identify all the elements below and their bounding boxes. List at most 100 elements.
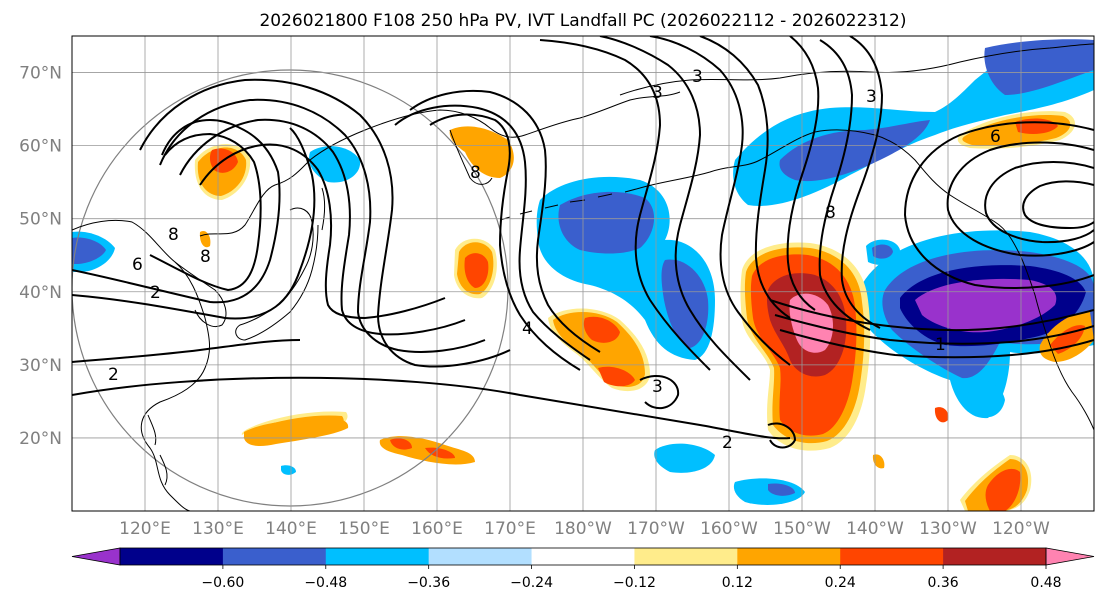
latitude-label: 40°N	[19, 283, 62, 303]
pv-contour	[199, 143, 446, 320]
shade-region	[449, 126, 514, 178]
map-panel: 2 6 8 2 8 8 4 3 3 6 1 8 2 3 3 20°N 30°N 40…	[19, 35, 1095, 539]
pv-contour	[840, 36, 884, 329]
pv-contour	[429, 113, 581, 371]
pv-contour	[786, 36, 820, 311]
colorbar-tick-label: 0.36	[928, 575, 959, 591]
shade-region	[661, 259, 709, 348]
pv-contour-label: 1	[935, 335, 946, 355]
longitude-label: 130°E	[192, 519, 244, 539]
pv-contour	[394, 104, 591, 361]
shade-region	[872, 454, 885, 469]
shade-region	[390, 438, 412, 450]
map-frame	[71, 35, 1095, 512]
latitude-label: 70°N	[19, 64, 62, 84]
longitude-label: 150°E	[338, 519, 390, 539]
shade-region	[244, 418, 349, 446]
pv-contour	[779, 329, 1094, 359]
shade-region	[553, 311, 645, 387]
pv-contour	[72, 127, 316, 320]
shade-region	[72, 237, 106, 264]
pv-contour-label: 8	[200, 247, 211, 267]
pv-contour	[72, 376, 791, 440]
shade-region	[872, 244, 893, 259]
colorbar-segment	[737, 548, 841, 565]
longitude-label: 140°W	[846, 519, 904, 539]
colorbar-tick-label: −0.48	[304, 575, 347, 591]
pv-contour	[769, 299, 1094, 332]
colorbar-segment	[120, 548, 224, 565]
shade-region	[558, 191, 655, 254]
shade-region	[464, 253, 489, 288]
longitude-label: 160°E	[411, 519, 463, 539]
coastline-canada-north	[619, 43, 1094, 96]
coastlines	[72, 43, 1094, 511]
pv-contour-label: 8	[470, 163, 481, 183]
longitude-label: 120°E	[119, 519, 171, 539]
pv-contour	[539, 39, 711, 371]
pv-contour-label: 4	[522, 319, 533, 339]
pv-contour-label: 8	[825, 203, 836, 223]
anomaly-shading	[72, 39, 1094, 511]
colorbar-segment	[325, 548, 430, 565]
shade-region	[984, 39, 1094, 95]
colorbar-tick-label: −0.12	[613, 575, 656, 591]
pv-contour	[639, 375, 680, 410]
longitude-label: 130°W	[919, 519, 977, 539]
pv-contour	[767, 422, 797, 449]
latitude-labels: 20°N 30°N 40°N 50°N 60°N 70°N	[19, 64, 62, 449]
pv-contour-label: 2	[150, 283, 161, 303]
colorbar-frame	[119, 547, 1047, 566]
longitude-labels: 120°E 130°E 140°E 150°E 160°E 170°E 180°W 170°W…	[119, 519, 1050, 539]
longitude-label: 140°E	[265, 519, 317, 539]
pv-contour	[984, 161, 1094, 244]
coastline-russia	[199, 91, 681, 237]
pv-contour-label: 3	[866, 87, 877, 107]
pv-contour-label: 6	[132, 255, 143, 275]
pv-contour-label: 3	[692, 67, 703, 87]
pv-contour	[149, 132, 262, 292]
pv-contours	[72, 36, 1094, 449]
colorbar-segment	[222, 548, 327, 565]
pv-contour	[818, 39, 871, 331]
pv-contour	[72, 119, 281, 304]
pv-contour-label: 3	[652, 83, 663, 103]
colorbar-ticks: −0.60 −0.48 −0.36 −0.24 −0.12 0.12 0.24 0.36 0.4…	[201, 565, 1062, 591]
pv-contour-label: 8	[168, 225, 179, 245]
colorbar-tick-label: −0.36	[407, 575, 450, 591]
latitude-label: 30°N	[19, 356, 62, 376]
coastline-sakhalin	[321, 187, 326, 231]
pv-contour-label: 2	[722, 433, 733, 453]
pv-contour	[774, 314, 1094, 345]
shade-region	[598, 366, 635, 387]
shade-region	[1050, 325, 1085, 354]
pv-contour	[159, 98, 486, 353]
pv-contour	[1022, 180, 1094, 230]
longitude-label: 170°W	[627, 519, 685, 539]
shade-region	[425, 447, 455, 459]
pv-contour	[903, 121, 1094, 289]
gridlines	[72, 36, 1094, 511]
colorbar-tick-label: 0.48	[1030, 575, 1061, 591]
colorbar-segment	[943, 548, 1047, 565]
latitude-label: 60°N	[19, 137, 62, 157]
pv-contour	[139, 78, 511, 368]
shade-region	[583, 316, 620, 343]
coastline-korea	[174, 261, 227, 327]
shade-region	[654, 443, 715, 473]
colorbar-segment	[531, 548, 635, 565]
colorbar-extend-high	[1045, 547, 1095, 566]
pv-contour	[179, 118, 466, 336]
coastline-philippines	[147, 414, 168, 486]
pv-contour-label: 2	[108, 365, 119, 385]
colorbar-extend-low	[71, 547, 121, 566]
longitude-label: 120°W	[992, 519, 1050, 539]
shade-region	[768, 483, 795, 496]
colorbar-segment	[428, 548, 533, 565]
colorbar-tick-label: −0.60	[201, 575, 244, 591]
shade-region	[281, 465, 296, 475]
pv-contour	[699, 36, 791, 319]
coastline-asia	[72, 219, 210, 511]
shade-region	[934, 407, 949, 423]
